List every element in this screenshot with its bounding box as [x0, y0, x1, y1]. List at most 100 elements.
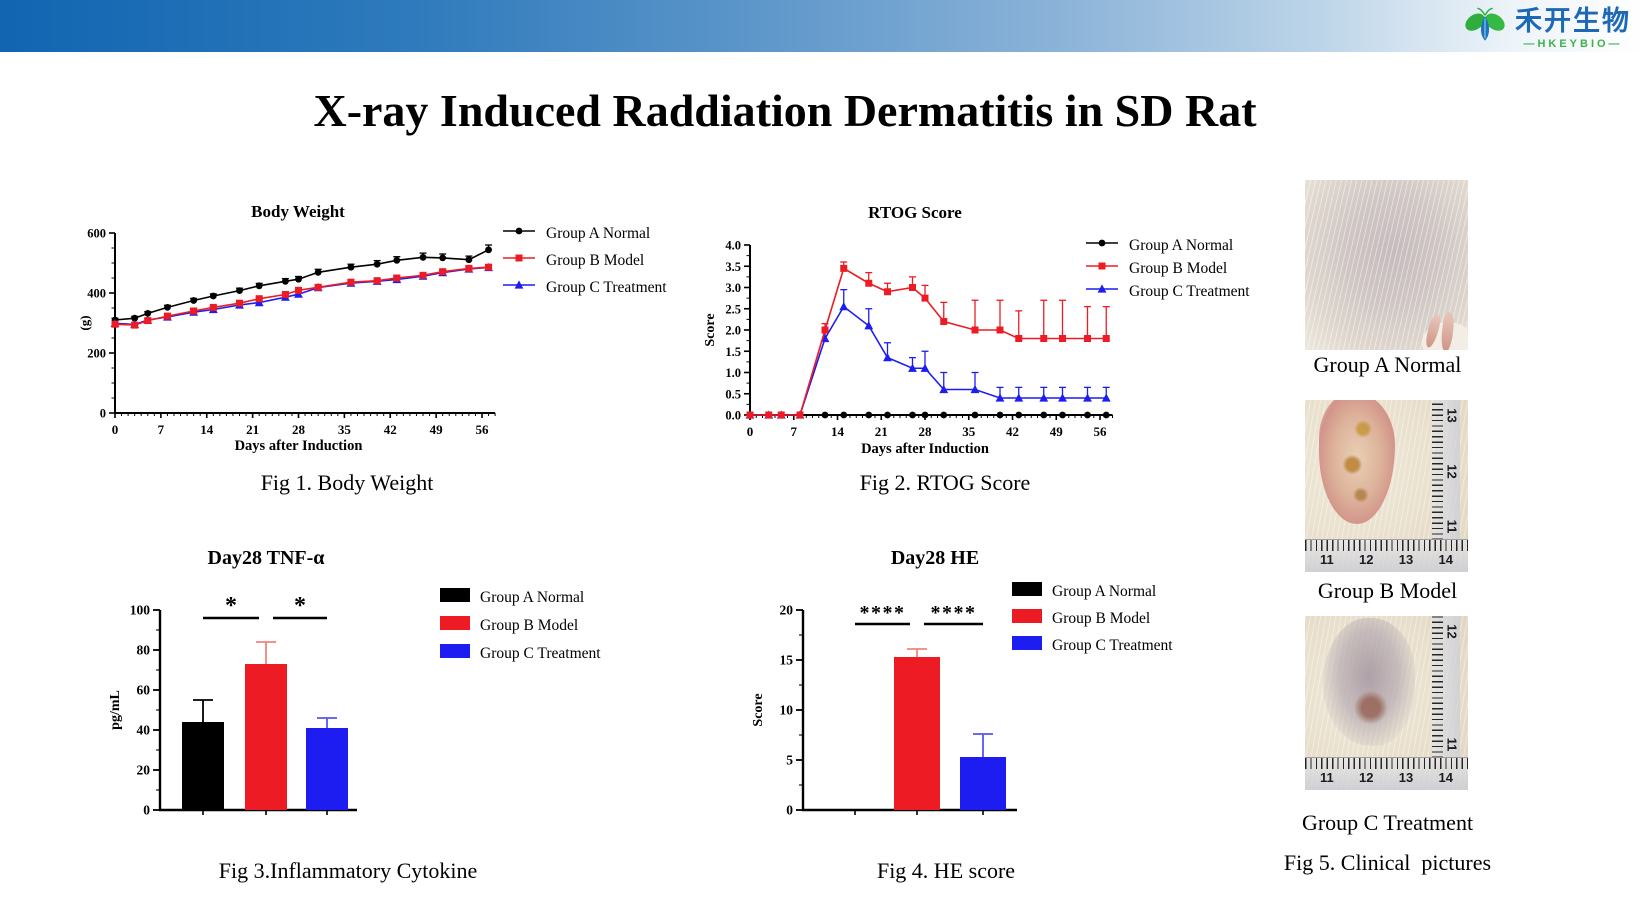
svg-text:1.0: 1.0	[725, 366, 741, 380]
legend-item: Group B Model	[1085, 259, 1250, 278]
svg-text:28: 28	[919, 424, 933, 439]
square-legend-symbol	[1085, 259, 1119, 278]
svg-text:0: 0	[143, 803, 150, 818]
tnf-svg: 0 20 40 60 80 100 Day28 TNF-α pg/mL * *	[108, 547, 357, 818]
photo-b-caption: Group B Model	[1317, 578, 1458, 603]
legend-label: Group C Treatment	[1052, 636, 1173, 654]
svg-text:Day28 HE: Day28 HE	[891, 547, 979, 569]
svg-text:20: 20	[780, 603, 794, 618]
svg-text:56: 56	[476, 422, 490, 437]
svg-text:14: 14	[831, 424, 845, 439]
svg-text:20: 20	[137, 763, 151, 778]
radiation-wound	[1319, 400, 1395, 524]
vertical-ruler: 12 11	[1432, 616, 1460, 758]
svg-text:Score: Score	[751, 693, 766, 726]
vertical-ruler: 13 12 11	[1432, 400, 1460, 540]
header-bar	[0, 0, 1647, 52]
legend-item: Group C Treatment	[1012, 636, 1173, 655]
legend-label: Group C Treatment	[480, 644, 601, 662]
horizontal-ruler: 11 12 13 14	[1305, 539, 1468, 572]
rtog-score-chart: 0.0 0.5 1.0 1.5 2.0 2.5 3.0 3.5 4.0 0 7 14 21 28 35 42 4…	[700, 190, 1140, 462]
square-legend-symbol	[502, 251, 536, 270]
svg-text:14: 14	[200, 422, 214, 437]
svg-text:100: 100	[130, 603, 151, 618]
square-legend-symbol	[1012, 609, 1042, 628]
rtog-legend: Group A Normal Group B Model Group C Treat…	[1085, 236, 1250, 305]
horizontal-ruler: 11 12 13 14	[1305, 757, 1468, 790]
svg-text:21: 21	[246, 422, 259, 437]
he-bar-chart: 0 5 10 15 20 Day28 HE Score **** ****	[745, 540, 1090, 830]
legend-item: Group A Normal	[440, 588, 601, 607]
legend-label: Group B Model	[480, 616, 579, 634]
leaf-butterfly-logo-icon	[1462, 3, 1508, 54]
triangle-legend-symbol	[502, 278, 536, 297]
fig1-caption: Fig 1. Body Weight	[260, 470, 434, 495]
svg-text:0: 0	[112, 422, 119, 437]
legend-item: Group A Normal	[1085, 236, 1250, 255]
circle-legend-symbol	[1012, 582, 1042, 601]
svg-text:Day28 TNF-α: Day28 TNF-α	[208, 547, 325, 569]
fig4-caption: Fig 4. HE score	[876, 858, 1016, 883]
svg-text:21: 21	[875, 424, 888, 439]
he-legend: Group A Normal Group B Model Group C Treat…	[1012, 582, 1173, 663]
ruler-numbers: 11 12 13 14	[1320, 552, 1453, 567]
svg-text:56: 56	[1094, 424, 1108, 439]
circle-legend-symbol	[502, 224, 536, 243]
ruler-numbers: 11 12 13 14	[1320, 770, 1453, 785]
legend-label: Group B Model	[546, 251, 645, 269]
svg-text:80: 80	[137, 643, 151, 658]
legend-item: Group B Model	[502, 251, 667, 270]
photo-group-b-model: 13 12 11 11 12 13 14	[1305, 400, 1468, 572]
legend-label: Group C Treatment	[546, 278, 667, 296]
ruler-numbers: 13 12 11	[1444, 408, 1460, 534]
he-svg: 0 5 10 15 20 Day28 HE Score **** ****	[751, 547, 1017, 818]
legend-label: Group A Normal	[1129, 236, 1234, 254]
logo-brand-cn: 禾开生物	[1515, 5, 1631, 36]
svg-text:49: 49	[1050, 424, 1064, 439]
svg-text:2.5: 2.5	[725, 302, 741, 316]
legend-label: Group A Normal	[480, 588, 585, 606]
fig2-caption: Fig 2. RTOG Score	[859, 470, 1031, 495]
ruler-ticks	[1305, 758, 1468, 769]
svg-text:Days after Induction: Days after Induction	[861, 441, 989, 457]
svg-text:7: 7	[158, 422, 165, 437]
svg-text:RTOG Score: RTOG Score	[868, 203, 962, 222]
photo-group-c-treatment: 12 11 11 12 13 14	[1305, 616, 1468, 790]
svg-text:35: 35	[962, 424, 976, 439]
ruler-ticks	[1432, 400, 1443, 540]
legend-label: Group B Model	[1052, 609, 1151, 627]
svg-text:7: 7	[791, 424, 798, 439]
legend-item: Group C Treatment	[440, 644, 601, 663]
svg-text:600: 600	[87, 227, 106, 241]
svg-text:*: *	[225, 593, 237, 619]
square-legend-symbol	[440, 616, 470, 635]
body-weight-svg: 0 200 400 600 0 7 14 21 28 35 42 49 56 Body Weight Day…	[77, 202, 496, 454]
svg-text:****: ****	[860, 602, 906, 624]
svg-text:Days after Induction: Days after Induction	[235, 438, 363, 454]
body-weight-legend: Group A Normal Group B Model Group C Treat…	[502, 224, 667, 305]
svg-text:0: 0	[100, 407, 106, 421]
legend-label: Group A Normal	[1052, 582, 1157, 600]
svg-text:42: 42	[384, 422, 397, 437]
legend-label: Group B Model	[1129, 259, 1228, 277]
slide-title: X-ray Induced Raddiation Dermatitis in S…	[313, 85, 1257, 136]
legend-item: Group B Model	[1012, 609, 1173, 628]
ruler-ticks	[1432, 616, 1443, 758]
legend-item: Group A Normal	[1012, 582, 1173, 601]
svg-text:35: 35	[338, 422, 352, 437]
svg-text:42: 42	[1006, 424, 1019, 439]
hkeybio-logo: 禾开生物 —HKEYBIO—	[1462, 3, 1631, 54]
svg-text:0.5: 0.5	[725, 387, 741, 401]
tnf-bar-chart: 0 20 40 60 80 100 Day28 TNF-α pg/mL * *	[95, 540, 435, 830]
ruler-ticks	[1305, 540, 1468, 551]
svg-text:49: 49	[430, 422, 444, 437]
rtog-svg: 0.0 0.5 1.0 1.5 2.0 2.5 3.0 3.5 4.0 0 7 14 21 28 35 42 4…	[703, 203, 1113, 457]
svg-text:3.0: 3.0	[725, 281, 741, 295]
triangle-legend-symbol	[440, 644, 470, 663]
svg-text:Body Weight: Body Weight	[251, 202, 345, 221]
circle-legend-symbol	[1085, 236, 1119, 255]
fig5-caption: Fig 5. Clinical pictures	[1283, 850, 1492, 875]
photo-c-caption: Group C Treatment	[1301, 810, 1474, 835]
svg-text:Score: Score	[703, 313, 718, 346]
legend-label: Group A Normal	[546, 224, 651, 242]
